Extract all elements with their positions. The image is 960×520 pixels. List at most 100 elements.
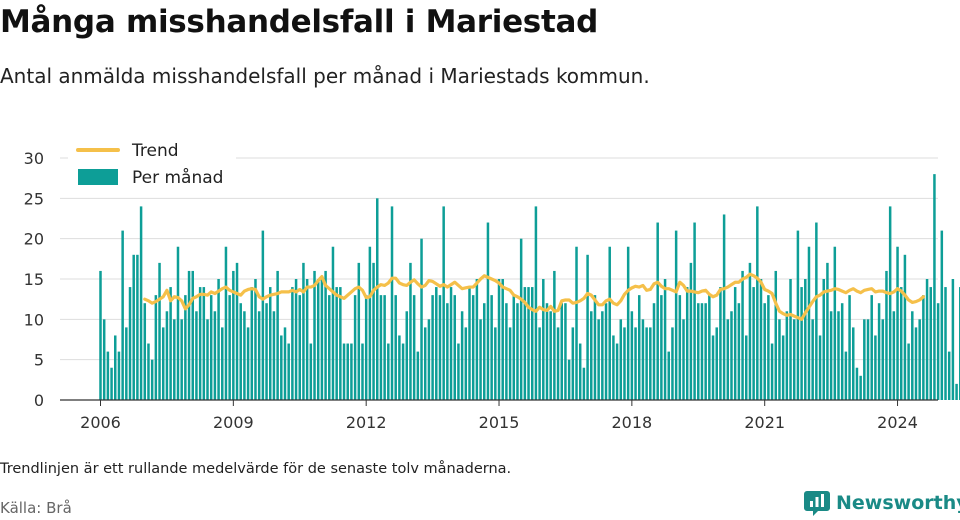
bar xyxy=(114,335,117,400)
trend-series xyxy=(143,272,925,321)
bar xyxy=(619,319,623,400)
bar xyxy=(877,303,881,400)
x-tick-label: 2006 xyxy=(80,413,121,432)
bar xyxy=(730,311,733,400)
bar xyxy=(291,287,294,400)
bar xyxy=(221,327,224,400)
bar xyxy=(663,279,667,400)
bar xyxy=(866,319,870,400)
bar xyxy=(416,351,420,400)
bar xyxy=(305,279,309,400)
bar xyxy=(265,303,268,400)
bar xyxy=(741,270,744,400)
bar xyxy=(815,222,818,400)
y-tick-label: 15 xyxy=(24,270,44,289)
bar xyxy=(313,270,316,400)
bar xyxy=(907,343,910,400)
bar xyxy=(615,343,619,400)
bar xyxy=(918,319,921,400)
bar xyxy=(951,279,955,400)
bar xyxy=(309,343,313,400)
bar xyxy=(353,295,357,400)
bar xyxy=(737,303,741,400)
source-label: Källa: Brå xyxy=(0,499,72,517)
bar xyxy=(272,311,276,400)
bar xyxy=(903,254,907,400)
bar xyxy=(420,238,423,400)
bar xyxy=(198,287,202,400)
bar xyxy=(435,287,438,400)
bar xyxy=(807,246,811,400)
bar xyxy=(637,295,641,400)
bar xyxy=(161,327,165,400)
bar xyxy=(792,319,796,400)
y-tick-label: 20 xyxy=(24,230,44,249)
bar xyxy=(855,367,859,400)
brand-logo: Newsworthy xyxy=(804,488,960,518)
bar xyxy=(376,198,379,400)
bar xyxy=(324,270,327,400)
bar xyxy=(246,327,250,400)
legend-bar-label: Per månad xyxy=(132,167,223,188)
bar xyxy=(173,319,176,400)
y-tick-label: 25 xyxy=(24,189,44,208)
bar xyxy=(678,295,682,400)
bar xyxy=(848,295,851,400)
bar xyxy=(302,262,305,400)
chart-subtitle: Antal anmälda misshandelsfall per månad … xyxy=(0,64,650,88)
bar xyxy=(914,327,918,400)
bar xyxy=(110,367,113,400)
bar xyxy=(682,319,685,400)
bar xyxy=(549,311,552,400)
bar xyxy=(257,311,261,400)
bar xyxy=(560,303,563,400)
bar xyxy=(165,311,169,400)
y-tick-label: 10 xyxy=(24,310,44,329)
bar xyxy=(726,319,730,400)
bar xyxy=(545,303,549,400)
bar xyxy=(390,206,394,400)
bar xyxy=(158,262,161,400)
bar xyxy=(516,303,519,400)
bar xyxy=(128,287,132,400)
bar xyxy=(191,270,194,400)
bar xyxy=(929,287,932,400)
bar xyxy=(745,335,748,400)
bar xyxy=(176,246,180,400)
bar xyxy=(228,295,231,400)
bar xyxy=(125,327,128,400)
bar xyxy=(527,287,530,400)
bar xyxy=(243,311,246,400)
x-tick-label: 2024 xyxy=(877,413,918,432)
bar xyxy=(590,311,593,400)
bar xyxy=(885,270,888,400)
bar xyxy=(852,327,855,400)
bar xyxy=(121,230,124,400)
bar xyxy=(763,303,766,400)
bar xyxy=(460,311,464,400)
bar xyxy=(530,287,534,400)
bar xyxy=(335,287,338,400)
bar xyxy=(863,319,866,400)
bar xyxy=(641,319,645,400)
bar xyxy=(468,287,471,400)
bar xyxy=(512,295,516,400)
footnote: Trendlinjen är ett rullande medelvärde f… xyxy=(0,461,512,477)
bar xyxy=(586,254,589,400)
bar xyxy=(346,343,349,400)
bar xyxy=(213,311,217,400)
bar xyxy=(748,262,752,400)
bar-series xyxy=(99,174,960,400)
bar xyxy=(398,335,401,400)
bar xyxy=(342,343,346,400)
bar xyxy=(147,343,150,400)
bar xyxy=(685,287,689,400)
bar xyxy=(811,319,814,400)
bar xyxy=(538,327,541,400)
y-tick-label: 30 xyxy=(24,149,44,168)
bar xyxy=(486,222,490,400)
bar xyxy=(438,295,442,400)
brand-name: Newsworthy xyxy=(836,492,960,514)
bar xyxy=(254,279,257,400)
bar xyxy=(925,279,929,400)
